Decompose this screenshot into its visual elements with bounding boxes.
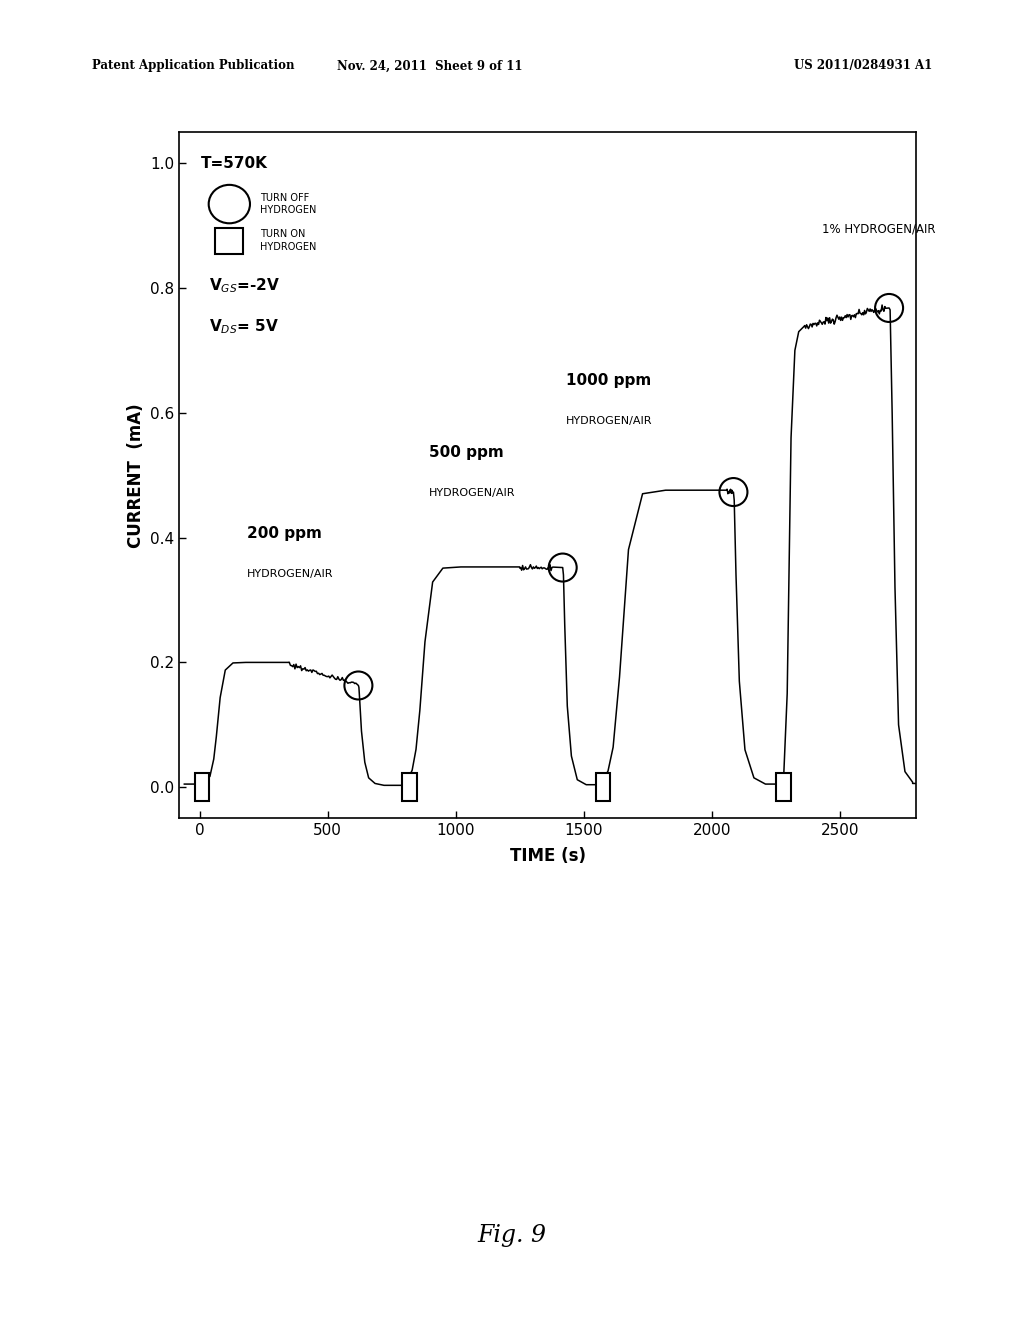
Text: TURN OFF
HYDROGEN: TURN OFF HYDROGEN — [260, 193, 316, 215]
Bar — [596, 774, 610, 801]
Text: HYDROGEN/AIR: HYDROGEN/AIR — [565, 416, 652, 426]
Text: 1000 ppm: 1000 ppm — [565, 372, 651, 388]
Bar — [776, 774, 791, 801]
Text: US 2011/0284931 A1: US 2011/0284931 A1 — [794, 59, 932, 73]
Text: HYDROGEN/AIR: HYDROGEN/AIR — [247, 569, 334, 578]
Y-axis label: CURRENT  (mA): CURRENT (mA) — [127, 403, 144, 548]
Text: Fig. 9: Fig. 9 — [477, 1225, 547, 1247]
Text: 500 ppm: 500 ppm — [429, 445, 504, 459]
Text: TURN ON
HYDROGEN: TURN ON HYDROGEN — [260, 230, 316, 252]
Text: Patent Application Publication: Patent Application Publication — [92, 59, 295, 73]
Bar — [195, 774, 209, 801]
Text: 200 ppm: 200 ppm — [247, 525, 322, 541]
Text: Nov. 24, 2011  Sheet 9 of 11: Nov. 24, 2011 Sheet 9 of 11 — [337, 59, 523, 73]
Bar — [215, 228, 243, 255]
Text: $\mathdefault{V}_{GS}$=-2V: $\mathdefault{V}_{GS}$=-2V — [209, 276, 280, 294]
Text: $\mathdefault{V}_{DS}$= 5V: $\mathdefault{V}_{DS}$= 5V — [209, 317, 279, 337]
Text: 1% HYDROGEN/AIR: 1% HYDROGEN/AIR — [821, 222, 935, 235]
X-axis label: TIME (s): TIME (s) — [510, 846, 586, 865]
Text: HYDROGEN/AIR: HYDROGEN/AIR — [429, 487, 515, 498]
Bar — [402, 774, 417, 801]
Text: T=570K: T=570K — [202, 156, 268, 172]
